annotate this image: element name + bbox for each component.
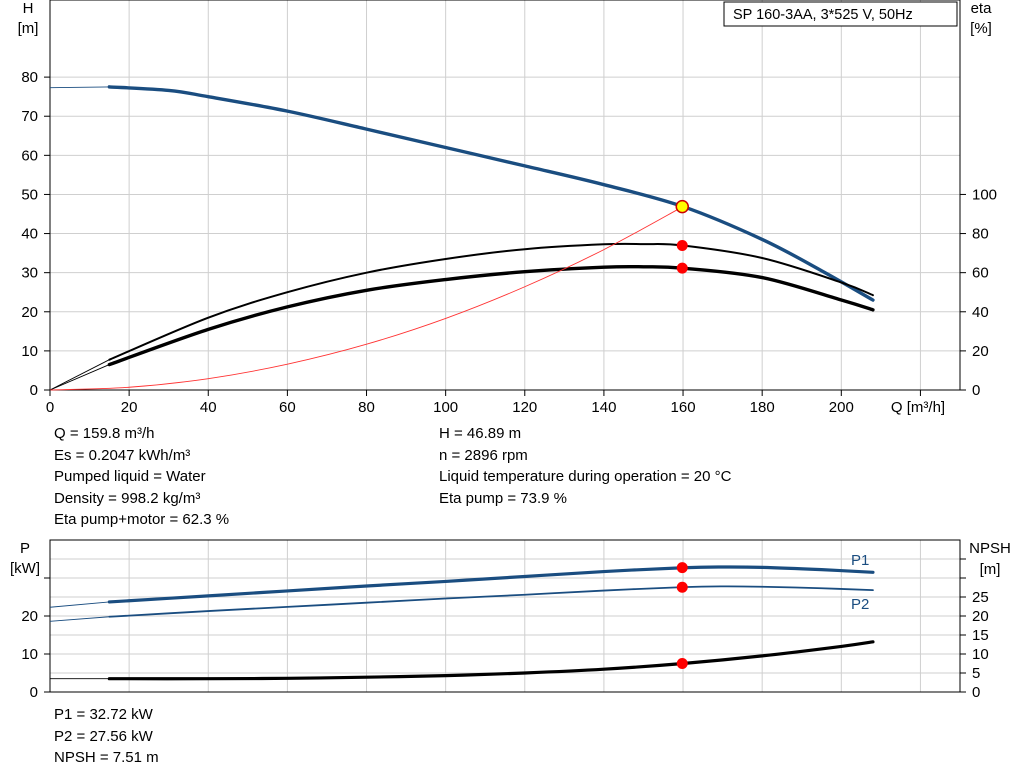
power-tick-labels: 0 10 20 0 5 10 15 20 25 [21, 558, 989, 701]
p-axis-unit: [kW] [10, 560, 40, 577]
npsh-tick-label: 0 [972, 684, 980, 701]
y-right-tick-label: 20 [972, 343, 989, 360]
p1-curve [107, 565, 875, 604]
x-tick-label: 140 [591, 399, 616, 416]
y-left-tick-label: 10 [21, 343, 38, 360]
readout-head: H = 46.89 m [439, 425, 522, 442]
y-right-tick-label: 80 [972, 226, 989, 243]
y-right-title: eta [971, 0, 993, 17]
power-grid [50, 540, 960, 692]
p2-extension-line [49, 616, 110, 622]
x-tick-label: 180 [750, 399, 775, 416]
eta-total-point-marker [676, 262, 688, 274]
readout-speed: n = 2896 rpm [439, 446, 528, 464]
x-tick-label: 120 [512, 399, 537, 416]
performance-axis-titles: H [m] eta [%] Q [m³/h] [18, 0, 993, 416]
npsh-axis-unit: [m] [980, 561, 1001, 578]
power-series-labels: P1 P2 [851, 552, 869, 613]
y-left-title: H [23, 0, 34, 17]
p1-series-label: P1 [851, 552, 869, 569]
power-series [49, 565, 875, 681]
readouts-top-right: H = 46.89 m n = 2896 rpm Liquid temperat… [439, 423, 731, 509]
readout-liquid-temperature: Liquid temperature during operation = 20… [439, 468, 732, 485]
y-right-tick-label: 100 [972, 186, 997, 203]
x-tick-label: 160 [671, 399, 696, 416]
y-right-unit: [%] [970, 20, 992, 37]
system-curve-curve [49, 206, 684, 391]
readouts-top-left: Q = 159.8 m³/h Es = 0.2047 kWh/m³ Pumped… [54, 423, 229, 531]
eta-pump-motor-extension-line [49, 364, 110, 391]
readout-eta-pump: Eta pump = 73.9 % [439, 489, 567, 507]
readout-p2: P2 = 27.56 kW [54, 727, 153, 745]
y-left-tick-label: 60 [21, 147, 38, 164]
eta-pump-extension-line [49, 359, 110, 391]
x-tick-label: 20 [121, 399, 138, 416]
y-right-tick-label: 0 [972, 382, 980, 399]
performance-plot: 0 20 40 60 80 100 120 140 160 180 2000102030405060… [18, 0, 997, 416]
eta-pump-curve [108, 242, 874, 361]
performance-tick-labels: 0 20 40 60 80 100 120 140 160 180 2000102030405060… [21, 69, 997, 416]
power-npsh-plot: 0 10 20 0 5 10 15 20 25 P [kW] NPSH [m] P1 P2 [10, 539, 1011, 701]
readout-flow: Q = 159.8 m³/h [54, 425, 155, 442]
readouts-bottom: P1 = 32.72 kW P2 = 27.56 kW NPSH = 7.51 … [54, 704, 159, 769]
npsh-axis-title: NPSH [969, 540, 1011, 557]
power-operating-points [676, 562, 688, 669]
chart-title-box: SP 160-3AA, 3*525 V, 50Hz [723, 1, 958, 27]
npsh-tick-label: 25 [972, 589, 989, 606]
npsh-tick-label: 5 [972, 665, 980, 682]
head-curve [107, 85, 875, 302]
x-axis-title: Q [m³/h] [891, 399, 945, 416]
performance-plot-frame [49, 0, 961, 391]
p-tick-label: 20 [21, 608, 38, 625]
x-tick-label: 100 [433, 399, 458, 416]
readout-specific-energy: Es = 0.2047 kWh/m³ [54, 446, 191, 464]
p-axis-title: P [20, 540, 30, 557]
readout-pumped-liquid: Pumped liquid = Water [54, 468, 206, 485]
eta-pump-point-marker [676, 239, 688, 251]
npsh-tick-label: 20 [972, 608, 989, 625]
p-tick-label: 0 [30, 684, 38, 701]
x-tick-label: 0 [46, 399, 54, 416]
y-left-tick-label: 70 [21, 108, 38, 125]
p-tick-label: 10 [21, 646, 38, 663]
y-left-unit: [m] [18, 20, 39, 37]
p2-series-label: P2 [851, 596, 869, 613]
x-tick-label: 200 [829, 399, 854, 416]
readout-density: Density = 998.2 kg/m³ [54, 489, 201, 507]
y-left-tick-label: 40 [21, 226, 38, 243]
npsh-point-marker [676, 657, 688, 669]
npsh-tick-label: 10 [972, 646, 989, 663]
head-extension-line [49, 86, 110, 89]
p1-point-marker [676, 562, 688, 574]
y-left-tick-label: 0 [30, 382, 38, 399]
eta-pump-motor-curve [107, 264, 875, 367]
chart-title: SP 160-3AA, 3*525 V, 50Hz [733, 7, 913, 23]
npsh-tick-label: 15 [972, 627, 989, 644]
y-right-tick-label: 40 [972, 304, 989, 321]
x-tick-label: 60 [279, 399, 296, 416]
performance-operating-points [675, 199, 689, 274]
y-left-tick-label: 50 [21, 186, 38, 203]
x-tick-label: 80 [358, 399, 375, 416]
y-right-tick-label: 60 [972, 265, 989, 282]
readout-eta-pump-motor: Eta pump+motor = 62.3 % [54, 511, 230, 528]
y-left-tick-label: 20 [21, 304, 38, 321]
y-left-tick-label: 30 [21, 265, 38, 282]
p2-curve [108, 585, 874, 618]
duty-point-marker [675, 199, 689, 214]
x-tick-label: 40 [200, 399, 217, 416]
readout-npsh: NPSH = 7.51 m [54, 749, 159, 766]
y-left-tick-label: 80 [21, 69, 38, 86]
performance-grid [50, 0, 960, 390]
plot-border [49, 0, 961, 391]
power-axis-titles: P [kW] NPSH [m] [10, 540, 1011, 578]
readout-p1: P1 = 32.72 kW [54, 706, 153, 723]
performance-series [49, 85, 875, 391]
p2-point-marker [676, 581, 688, 593]
p1-extension-line [49, 601, 110, 608]
npsh-curve [107, 640, 875, 681]
